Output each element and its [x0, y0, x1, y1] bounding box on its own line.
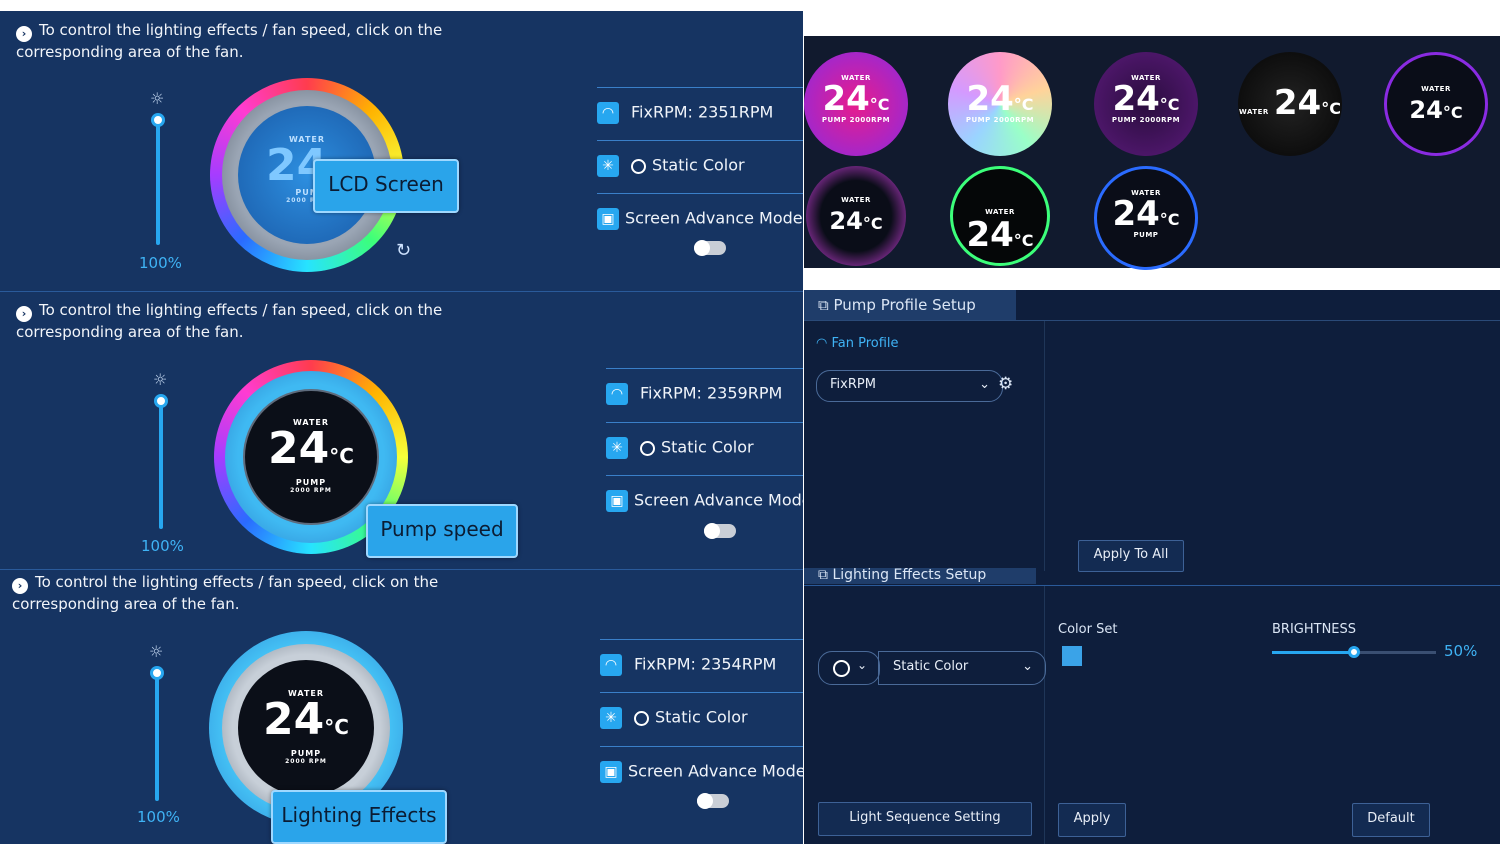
theme-thumbnail-8[interactable]: WATER 24°C PUMP: [1094, 166, 1198, 270]
settings-panel: ⧉ Pump Profile Setup ◠ Fan Profile FixRP…: [804, 290, 1500, 844]
apply-button[interactable]: Apply: [1058, 803, 1126, 837]
brightness-percent: 100%: [137, 808, 180, 826]
effect-select[interactable]: Static Color ⌄: [878, 651, 1046, 685]
brightness-icon: ☼: [150, 89, 165, 108]
fan-panel-1: › To control the lighting effects / fan s…: [0, 11, 803, 292]
chevron-down-icon: ⌄: [979, 377, 990, 392]
brightness-slider-handle[interactable]: [154, 394, 168, 408]
vertical-divider: [1044, 586, 1045, 844]
brightness-icon: ☼: [153, 370, 168, 389]
apply-to-all-button[interactable]: Apply To All: [1078, 540, 1184, 572]
theme-thumbnail-4[interactable]: WATER 24°C: [1238, 52, 1342, 156]
option-static-color[interactable]: ✳ Static Color: [600, 692, 803, 759]
screen-icon: ▣: [606, 490, 628, 512]
brightness-slider[interactable]: [156, 119, 160, 245]
radio-icon: [640, 440, 655, 456]
screen-theme-gallery: WATER 24°C PUMP 2000RPM 24°C PUMP 2000RP…: [804, 36, 1500, 270]
brightness-label: BRIGHTNESS: [1272, 622, 1357, 637]
brightness-slider[interactable]: [155, 671, 159, 801]
theme-thumbnail-2[interactable]: 24°C PUMP 2000RPM: [948, 52, 1052, 156]
profile-select[interactable]: FixRPM ⌄: [816, 370, 1003, 402]
brightness-slider-handle[interactable]: [151, 113, 165, 127]
lighting-icon: ⧉: [818, 568, 828, 583]
option-static-color[interactable]: ✳ Static Color: [606, 422, 803, 489]
instruction-text: › To control the lighting effects / fan s…: [16, 301, 443, 341]
chevron-right-icon: ›: [16, 306, 32, 322]
lighting-icon: ✳: [606, 437, 628, 459]
fan-panel-2: › To control the lighting effects / fan s…: [0, 292, 803, 570]
gauge-icon: ◠: [606, 383, 628, 405]
fan-display: WATER 24°C PUMP 2000 RPM: [268, 418, 354, 494]
option-screen-advance-mode[interactable]: ▣ Screen Advance Mode: [597, 193, 803, 288]
brightness-icon: ☼: [149, 642, 164, 661]
instruction-text: › To control the lighting effects / fan s…: [12, 573, 439, 613]
option-fix-rpm[interactable]: ◠ FixRPM: 2351RPM: [597, 87, 803, 154]
brightness-slider-handle[interactable]: [150, 666, 164, 680]
gauge-icon: ◠: [816, 336, 828, 351]
chevron-right-icon: ›: [12, 578, 28, 594]
gauge-icon: ◠: [600, 654, 622, 676]
pump-profile-tab[interactable]: ⧉ Pump Profile Setup: [804, 290, 1016, 320]
lighting-effects-tab[interactable]: ⧉ Lighting Effects Setup: [804, 568, 1036, 584]
screen-icon: ▣: [600, 761, 622, 783]
screen-icon: ▣: [597, 208, 619, 230]
light-sequence-button[interactable]: Light Sequence Setting: [818, 802, 1032, 836]
theme-thumbnail-6[interactable]: WATER 24°C: [806, 166, 906, 266]
brightness-handle[interactable]: [1348, 646, 1360, 658]
color-swatch[interactable]: [1062, 646, 1082, 666]
screen-mode-toggle[interactable]: [704, 523, 736, 539]
circle-icon: [833, 660, 850, 677]
profile-icon: ⧉: [818, 296, 829, 314]
radio-icon: [634, 710, 649, 726]
lighting-effects-callout: Lighting Effects: [271, 790, 447, 844]
brightness-percent: 100%: [139, 254, 182, 272]
fan-panel-3: › To control the lighting effects / fan s…: [0, 570, 806, 844]
brightness-slider[interactable]: [159, 399, 163, 529]
chevron-down-icon: ⌄: [1022, 659, 1033, 674]
fan-display: WATER 24°C PUMP 2000 RPM: [263, 689, 349, 765]
option-static-color[interactable]: ✳ Static Color: [597, 140, 803, 207]
vertical-divider: [1044, 321, 1045, 571]
chevron-down-icon: ⌄: [857, 658, 868, 672]
screen-mode-toggle[interactable]: [694, 240, 726, 256]
lighting-icon: ✳: [597, 155, 619, 177]
sync-icon[interactable]: ↻: [396, 240, 412, 261]
screen-mode-toggle[interactable]: [697, 793, 729, 809]
option-screen-advance-mode[interactable]: ▣ Screen Advance Mode: [606, 475, 803, 570]
brightness-fill: [1272, 651, 1354, 654]
divider: [804, 585, 1500, 586]
default-button[interactable]: Default: [1352, 803, 1430, 837]
theme-thumbnail-1[interactable]: WATER 24°C PUMP 2000RPM: [804, 52, 908, 156]
brightness-percent: 100%: [141, 537, 184, 555]
divider: [804, 320, 1500, 321]
chevron-right-icon: ›: [16, 26, 32, 42]
lighting-icon: ✳: [600, 707, 622, 729]
gauge-icon: ◠: [597, 102, 619, 124]
lcd-screen[interactable]: [243, 389, 379, 525]
lcd-screen[interactable]: [238, 660, 374, 796]
option-fix-rpm[interactable]: ◠ FixRPM: 2354RPM: [600, 639, 803, 706]
theme-thumbnail-5[interactable]: WATER 24°C: [1384, 52, 1488, 156]
radio-icon: [631, 158, 646, 174]
instruction-text: › To control the lighting effects / fan s…: [16, 21, 443, 61]
theme-thumbnail-7[interactable]: WATER 24°C: [950, 166, 1050, 266]
fan-profile-label: ◠ Fan Profile: [816, 336, 899, 351]
option-screen-advance-mode[interactable]: ▣ Screen Advance Mode: [600, 746, 806, 841]
gear-icon[interactable]: ⚙: [998, 374, 1014, 394]
color-mode-select[interactable]: ⌄: [818, 651, 880, 685]
color-set-label: Color Set: [1058, 622, 1118, 637]
lcd-screen-callout: LCD Screen: [313, 159, 459, 213]
pump-speed-callout: Pump speed: [366, 504, 518, 558]
theme-thumbnail-3[interactable]: WATER 24°C PUMP 2000RPM: [1094, 52, 1198, 156]
option-fix-rpm[interactable]: ◠ FixRPM: 2359RPM: [606, 368, 803, 435]
brightness-value: 50%: [1444, 642, 1478, 660]
